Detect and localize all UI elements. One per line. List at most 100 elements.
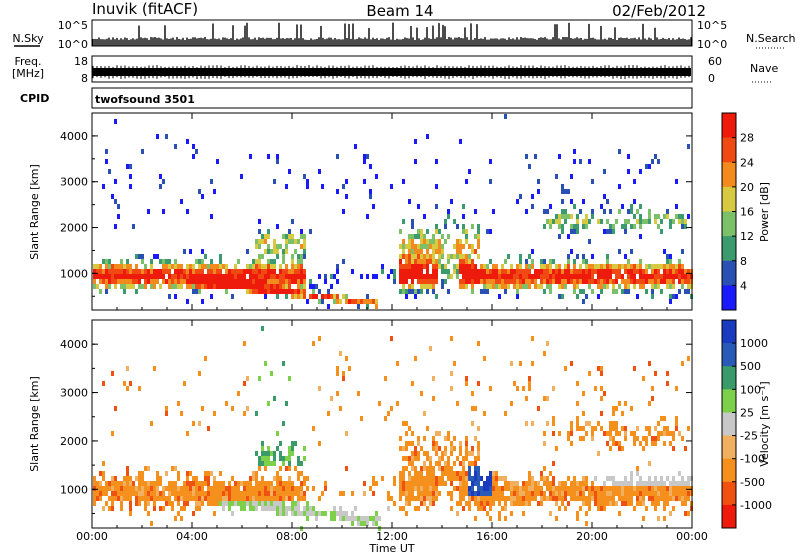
echo-cell (582, 254, 585, 259)
echo-cell (561, 496, 564, 501)
echo-cell (663, 431, 666, 436)
echo-cell (504, 259, 507, 264)
echo-cell (429, 501, 432, 506)
echo-cell (198, 269, 201, 274)
echo-cell (294, 249, 297, 254)
echo-cell (282, 456, 285, 461)
echo-cell (657, 481, 660, 486)
echo-cell (597, 284, 600, 289)
echo-cell (111, 264, 114, 269)
echo-cell (624, 426, 627, 431)
echo-cell (459, 239, 462, 244)
echo-cell (639, 441, 642, 446)
echo-cell (99, 274, 102, 279)
echo-cell (285, 401, 288, 406)
echo-cell (510, 501, 513, 506)
echo-cell (543, 289, 546, 294)
echo-cell (663, 441, 666, 446)
echo-cell (471, 496, 474, 501)
echo-cell (558, 264, 561, 269)
echo-cell (375, 481, 378, 486)
echo-cell (432, 259, 435, 264)
echo-cell (618, 184, 621, 189)
echo-cell (465, 234, 468, 239)
echo-cell (672, 446, 675, 451)
echo-cell (249, 269, 252, 274)
echo-cell (105, 501, 108, 506)
echo-cell (213, 279, 216, 284)
echo-cell (474, 209, 477, 214)
echo-cell (144, 501, 147, 506)
echo-cell (324, 511, 327, 516)
echo-cell (447, 471, 450, 476)
echo-cell (633, 224, 636, 229)
echo-cell (318, 511, 321, 516)
echo-cell (672, 284, 675, 289)
echo-cell (183, 506, 186, 511)
echo-cell (612, 496, 615, 501)
echo-cell (240, 501, 243, 506)
echo-cell (213, 284, 216, 289)
echo-cell (414, 496, 417, 501)
echo-cell (447, 436, 450, 441)
echo-cell (618, 511, 621, 516)
echo-cell (558, 431, 561, 436)
echo-cell (657, 269, 660, 274)
echo-cell (105, 491, 108, 496)
echo-cell (528, 164, 531, 169)
echo-cell (426, 274, 429, 279)
echo-cell (93, 486, 96, 491)
echo-cell (108, 274, 111, 279)
echo-cell (309, 511, 312, 516)
echo-cell (138, 481, 141, 486)
echo-cell (426, 279, 429, 284)
echo-cell (369, 299, 372, 304)
echo-cell (432, 244, 435, 249)
echo-cell (402, 471, 405, 476)
y-tick-label: 4000 (60, 338, 88, 351)
echo-cell (417, 456, 420, 461)
echo-cell (423, 466, 426, 471)
echo-cell (609, 274, 612, 279)
echo-cell (231, 501, 234, 506)
echo-cell (489, 496, 492, 501)
echo-cell (306, 486, 309, 491)
echo-cell (576, 214, 579, 219)
echo-cell (492, 491, 495, 496)
echo-cell (285, 264, 288, 269)
echo-cell (309, 506, 312, 511)
echo-cell (597, 219, 600, 224)
echo-cell (666, 501, 669, 506)
echo-cell (348, 366, 351, 371)
echo-cell (633, 441, 636, 446)
echo-cell (435, 294, 438, 299)
echo-cell (528, 284, 531, 289)
echo-cell (432, 264, 435, 269)
echo-cell (237, 496, 240, 501)
echo-cell (243, 269, 246, 274)
echo-cell (324, 481, 327, 486)
echo-cell (222, 496, 225, 501)
echo-cell (303, 481, 306, 486)
echo-cell (279, 506, 282, 511)
echo-cell (141, 471, 144, 476)
echo-cell (303, 279, 306, 284)
echo-cell (111, 371, 114, 376)
echo-cell (345, 516, 348, 521)
echo-cell (567, 431, 570, 436)
echo-cell (225, 501, 228, 506)
echo-cell (396, 361, 399, 366)
echo-cell (603, 431, 606, 436)
echo-cell (564, 491, 567, 496)
echo-cell (288, 496, 291, 501)
echo-cell (138, 491, 141, 496)
echo-cell (123, 279, 126, 284)
echo-cell (666, 279, 669, 284)
echo-cell (288, 461, 291, 466)
echo-cell (456, 269, 459, 274)
echo-cell (675, 269, 678, 274)
echo-cell (603, 496, 606, 501)
echo-cell (573, 289, 576, 294)
